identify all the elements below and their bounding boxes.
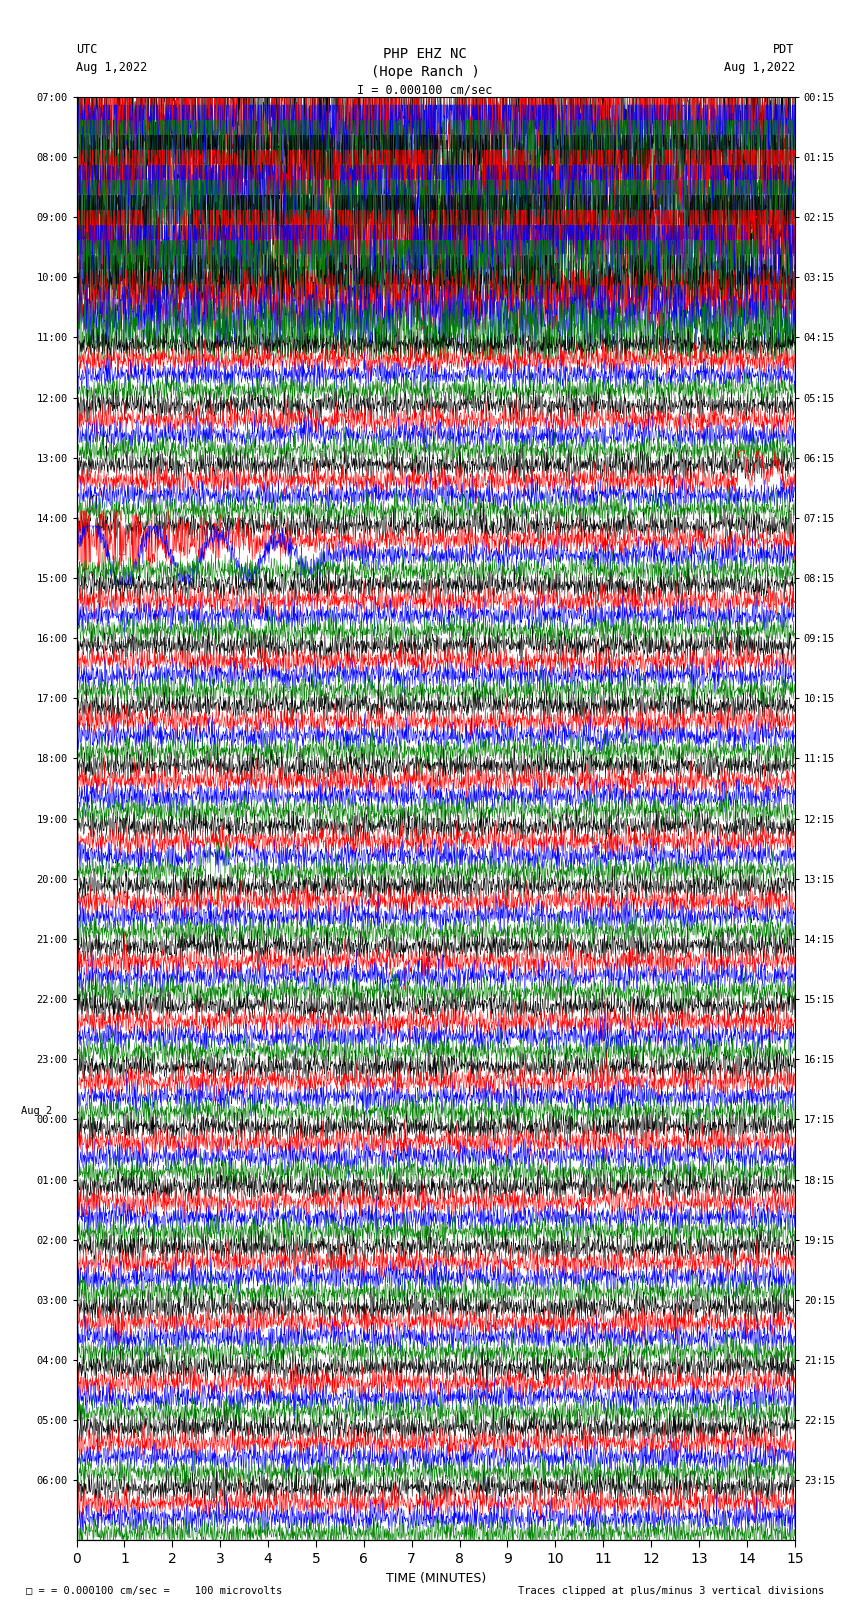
X-axis label: TIME (MINUTES): TIME (MINUTES) xyxy=(386,1571,485,1586)
Text: Traces clipped at plus/minus 3 vertical divisions: Traces clipped at plus/minus 3 vertical … xyxy=(518,1586,824,1595)
Text: I = 0.000100 cm/sec: I = 0.000100 cm/sec xyxy=(357,84,493,97)
Text: Aug 2: Aug 2 xyxy=(21,1107,53,1116)
Text: UTC: UTC xyxy=(76,44,98,56)
Text: PHP EHZ NC: PHP EHZ NC xyxy=(383,47,467,61)
Text: □ = = 0.000100 cm/sec =    100 microvolts: □ = = 0.000100 cm/sec = 100 microvolts xyxy=(26,1586,281,1595)
Text: (Hope Ranch ): (Hope Ranch ) xyxy=(371,65,479,79)
Text: Aug 1,2022: Aug 1,2022 xyxy=(76,61,148,74)
Text: PDT: PDT xyxy=(774,44,795,56)
Text: Aug 1,2022: Aug 1,2022 xyxy=(723,61,795,74)
